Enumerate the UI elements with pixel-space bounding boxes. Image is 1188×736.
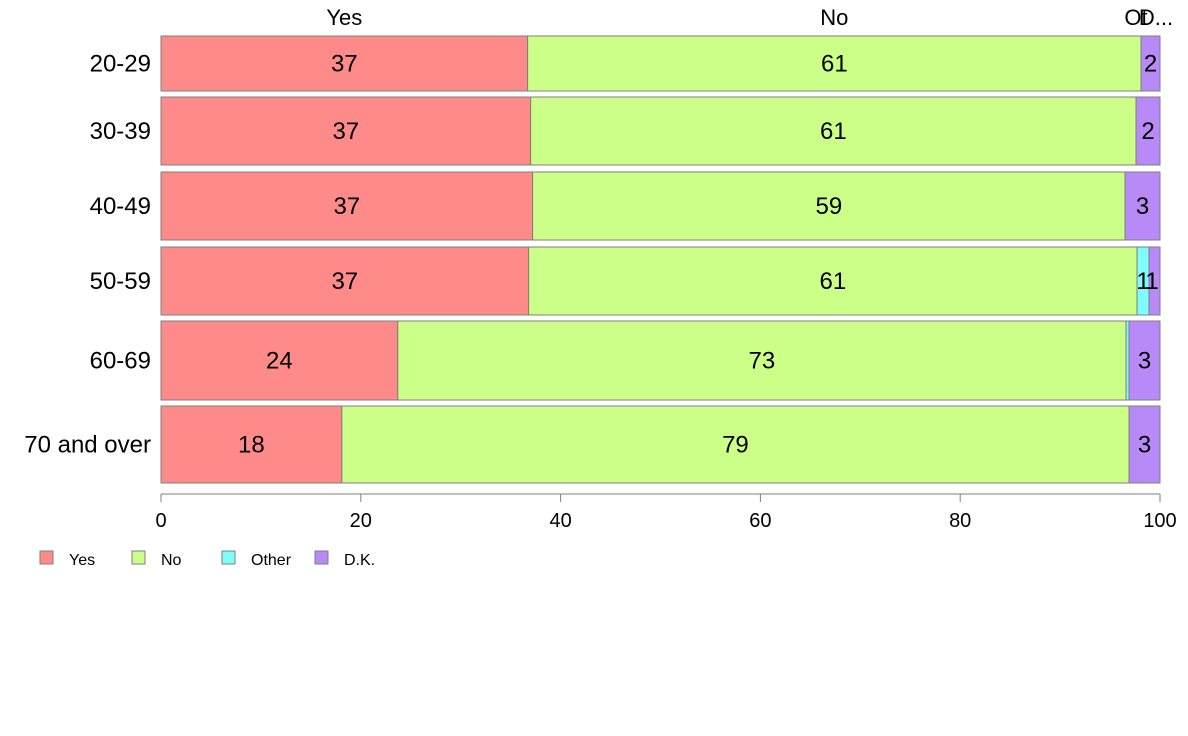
- category-label: 30-39: [90, 118, 151, 145]
- column-label: Ot: [1124, 5, 1147, 30]
- column-label: No: [820, 5, 848, 30]
- x-tick-label: 40: [549, 510, 571, 532]
- bar-value-label: 59: [815, 193, 842, 220]
- legend-label: Other: [251, 552, 292, 569]
- bar-value-label: 2: [1141, 118, 1154, 145]
- bar-value-label: 37: [331, 268, 358, 295]
- bar-value-label: 37: [332, 118, 359, 145]
- bar-value-label: 18: [238, 432, 265, 459]
- bar-value-label: 61: [820, 118, 847, 145]
- category-label: 20-29: [90, 51, 151, 78]
- bar-value-label: 61: [821, 51, 848, 78]
- bar-value-label: 3: [1138, 348, 1151, 375]
- legend-label: Yes: [69, 552, 95, 569]
- column-label: D...: [1139, 5, 1173, 30]
- bar-segment: [397, 320, 1127, 401]
- x-tick-label: 20: [350, 510, 372, 532]
- bar-value-label: 73: [749, 348, 776, 375]
- bar-value-label: 37: [331, 51, 358, 78]
- bar-value-label: 3: [1138, 432, 1151, 459]
- bar-value-label: 79: [722, 432, 749, 459]
- bar-segment: [530, 96, 1137, 166]
- bar-segment: [160, 171, 534, 241]
- bar-value-label: 3: [1136, 193, 1149, 220]
- bars-group: 37 61 2 37 61 2 37 59 3 37 61 11 24 73 3 18 79 3: [160, 35, 1161, 484]
- bar-value-label: 1: [1136, 268, 1149, 295]
- x-axis: 0 20 40 60 80 100: [155, 493, 1177, 532]
- legend-swatch: [39, 550, 54, 565]
- bar-segment: [160, 35, 529, 92]
- bar-segment: [160, 246, 530, 316]
- category-label: 50-59: [90, 268, 151, 295]
- top-labels-group: Yes No OtD...: [326, 5, 1173, 30]
- category-labels-group: 20-29 30-39 40-49 50-59 60-69 70 and over: [24, 51, 151, 459]
- legend-swatch: [314, 550, 329, 565]
- legend: Yes No Other D.K.: [39, 550, 375, 569]
- bar-segment: [532, 171, 1126, 241]
- x-tick-label: 60: [749, 510, 771, 532]
- legend-label: No: [161, 552, 182, 569]
- x-tick-label: 0: [155, 510, 166, 532]
- legend-label: D.K.: [344, 552, 375, 569]
- category-label: 70 and over: [24, 432, 151, 459]
- bar-value-label: 2: [1144, 51, 1157, 78]
- column-label: Yes: [326, 5, 362, 30]
- bar-segment: [1124, 171, 1161, 241]
- legend-swatch: [221, 550, 236, 565]
- bar-segment: [160, 96, 532, 166]
- bar-segment: [1128, 320, 1161, 401]
- bar-value-label: 37: [333, 193, 360, 220]
- x-tick-label: 80: [949, 510, 971, 532]
- bar-segment: [527, 35, 1142, 92]
- bar-value-label: 24: [266, 348, 293, 375]
- x-tick-label: 100: [1143, 510, 1176, 532]
- bar-segment: [1128, 405, 1161, 484]
- bar-value-label: 61: [819, 268, 846, 295]
- category-label: 40-49: [90, 193, 151, 220]
- category-label: 60-69: [90, 348, 151, 375]
- bar-value-label: 1: [1145, 268, 1158, 295]
- bar-segment: [1135, 96, 1161, 166]
- bar-segment: [341, 405, 1130, 484]
- bar-segment: [1148, 246, 1161, 316]
- bar-segment: [528, 246, 1138, 316]
- legend-swatch: [131, 550, 146, 565]
- bar-segment: [1140, 35, 1161, 92]
- bar-segment: [160, 320, 399, 401]
